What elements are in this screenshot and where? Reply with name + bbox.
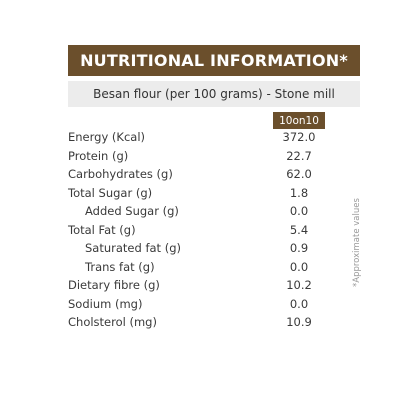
- table-row-trans-fat: Trans fat (g) 0.0: [68, 258, 328, 277]
- row-value: 10.9: [286, 315, 312, 329]
- row-label: Protein (g): [68, 148, 129, 163]
- row-value: 0.0: [289, 259, 309, 274]
- table-row-total-sugar: Total Sugar (g) 1.8: [68, 184, 328, 203]
- row-label: Total Sugar (g): [68, 185, 153, 200]
- row-value: 22.7: [286, 148, 312, 163]
- table-row-added-sugar: Added Sugar (g) 0.0: [68, 202, 328, 221]
- table-row-total-fat: Total Fat (g) 5.4: [68, 221, 328, 240]
- table-row-cholesterol: Cholsterol (mg) 10.9: [68, 313, 328, 332]
- row-value: 1.8: [289, 185, 309, 200]
- row-value: 0.9: [289, 241, 309, 255]
- row-label: Carbohydrates (g): [68, 167, 173, 181]
- row-label: Energy (Kcal): [68, 130, 145, 144]
- table-row-energy: Energy (Kcal) 372.0: [68, 128, 328, 147]
- row-value: 5.4: [289, 222, 309, 237]
- row-label: Saturated fat (g): [85, 241, 181, 255]
- row-value: 62.0: [286, 167, 312, 181]
- nutrition-table: Energy (Kcal) 372.0 Protein (g) 22.7 Car…: [68, 128, 328, 332]
- row-value: 372.0: [282, 130, 316, 144]
- table-row-carbohydrates: Carbohydrates (g) 62.0: [68, 165, 328, 184]
- row-value: 10.2: [286, 278, 312, 292]
- row-value: 0.0: [289, 296, 309, 311]
- table-row-protein: Protein (g) 22.7: [68, 147, 328, 166]
- row-label: Added Sugar (g): [85, 204, 179, 218]
- row-value: 0.0: [289, 204, 309, 218]
- row-label: Trans fat (g): [85, 259, 155, 274]
- nutrition-title: NUTRITIONAL INFORMATION*: [68, 45, 360, 76]
- table-row-sodium: Sodium (mg) 0.0: [68, 295, 328, 314]
- brand-column-header: 10on10: [273, 112, 325, 129]
- approximate-values-note: *Approximate values: [352, 198, 362, 287]
- table-row-dietary-fibre: Dietary fibre (g) 10.2: [68, 276, 328, 295]
- table-row-saturated-fat: Saturated fat (g) 0.9: [68, 239, 328, 258]
- row-label: Total Fat (g): [68, 222, 136, 237]
- row-label: Dietary fibre (g): [68, 278, 160, 292]
- row-label: Sodium (mg): [68, 296, 143, 311]
- product-subtitle: Besan flour (per 100 grams) - Stone mill: [68, 81, 360, 107]
- row-label: Cholsterol (mg): [68, 315, 157, 329]
